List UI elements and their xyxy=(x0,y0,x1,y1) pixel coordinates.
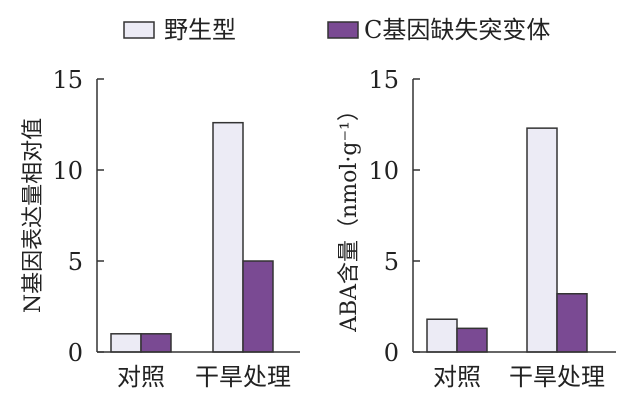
bar-mutant-0 xyxy=(140,333,172,353)
y-tick-label: 10 xyxy=(52,157,83,185)
bar-mutant-0 xyxy=(456,327,488,353)
y-tick-label: 5 xyxy=(68,248,83,276)
y-tick-label: 15 xyxy=(52,66,83,94)
bar-wildtype-0 xyxy=(110,333,142,353)
y-axis-label: ABA含量（nmol·g⁻¹） xyxy=(337,99,362,333)
y-tick-label: 10 xyxy=(368,157,399,185)
bar-mutant-1 xyxy=(242,260,274,353)
bar-wildtype-1 xyxy=(526,127,558,353)
y-axis-label: N基因表达量相对值 xyxy=(21,118,46,313)
bar-wildtype-1 xyxy=(212,121,244,353)
legend-label-wildtype: 野生型 xyxy=(164,16,236,44)
legend-label-mutant: C基因缺失突变体 xyxy=(364,16,550,44)
x-category-label: 干旱处理 xyxy=(195,363,291,391)
x-category-label: 对照 xyxy=(433,363,481,391)
y-tick-label: 15 xyxy=(368,66,399,94)
bar-wildtype-0 xyxy=(426,318,458,353)
y-tick-label: 0 xyxy=(68,339,83,367)
legend-swatch-mutant xyxy=(327,21,359,39)
y-tick-label: 5 xyxy=(384,248,399,276)
x-category-label: 对照 xyxy=(117,363,165,391)
y-tick-label: 0 xyxy=(384,339,399,367)
legend-swatch-wildtype xyxy=(123,21,155,39)
legend: 野生型 C基因缺失突变体 xyxy=(123,16,550,44)
bar-mutant-1 xyxy=(556,293,588,353)
x-category-label: 干旱处理 xyxy=(509,363,605,391)
